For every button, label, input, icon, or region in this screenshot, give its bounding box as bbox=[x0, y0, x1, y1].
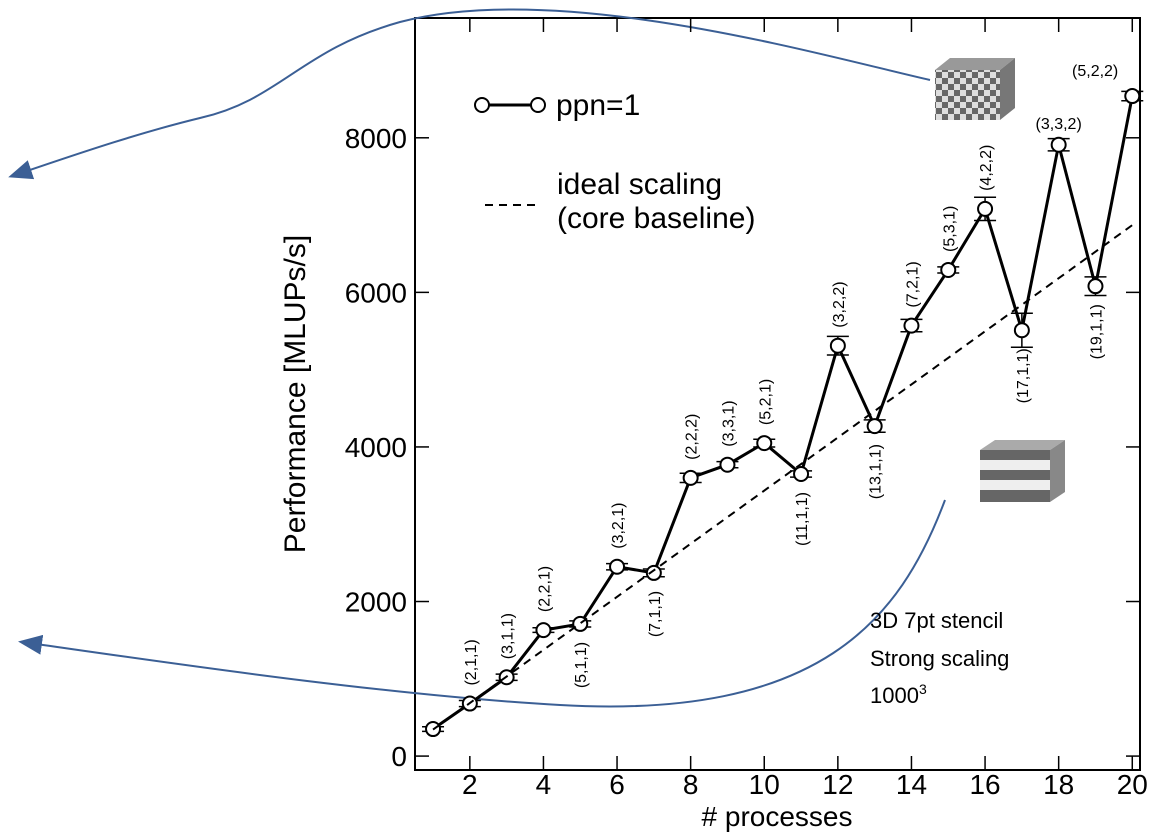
cube-layers bbox=[980, 440, 1065, 502]
data-point bbox=[977, 200, 994, 217]
x-tick-label: 6 bbox=[609, 769, 625, 800]
x-tick-label: 2 bbox=[462, 769, 478, 800]
ideal-line bbox=[432, 224, 1133, 731]
legend-label: (core baseline) bbox=[557, 202, 755, 235]
annotation-line: 10003 bbox=[870, 681, 927, 708]
data-point bbox=[866, 418, 883, 435]
annotation-superscript: 3 bbox=[919, 681, 927, 697]
annotation-line: 3D 7pt stencil bbox=[870, 608, 1003, 633]
annotation-text: 1000 bbox=[870, 683, 919, 708]
legend-marker bbox=[530, 97, 546, 113]
point-label: (11,1,1) bbox=[794, 492, 811, 546]
data-point bbox=[756, 435, 773, 452]
y-axis-label: Performance [MLUPs/s] bbox=[279, 235, 312, 553]
y-tick-label: 6000 bbox=[345, 277, 407, 308]
point-label: (3,2,2) bbox=[831, 281, 848, 327]
cube-checker bbox=[935, 58, 1015, 120]
data-point bbox=[609, 558, 626, 575]
point-label: (2,2,2) bbox=[684, 414, 701, 460]
data-point bbox=[1050, 136, 1067, 153]
point-label: (19,1,1) bbox=[1088, 304, 1105, 359]
point-label: (5,3,1) bbox=[941, 206, 958, 252]
arrow bbox=[18, 499, 946, 708]
point-label: (7,1,1) bbox=[647, 591, 664, 637]
data-point bbox=[1124, 88, 1141, 105]
point-label: (5,2,1) bbox=[757, 379, 774, 425]
data-point bbox=[719, 456, 736, 473]
point-label: (3,3,1) bbox=[720, 400, 737, 446]
data-point bbox=[903, 317, 920, 334]
data-point bbox=[535, 622, 552, 639]
point-label: (4,2,2) bbox=[978, 145, 995, 191]
y-tick-label: 0 bbox=[391, 741, 407, 772]
point-label: (17,1,1) bbox=[1015, 348, 1032, 403]
point-label: (13,1,1) bbox=[868, 444, 885, 499]
data-point bbox=[793, 465, 810, 482]
x-tick-label: 18 bbox=[1043, 769, 1074, 800]
point-label: (2,1,1) bbox=[463, 639, 480, 685]
arrow bbox=[8, 8, 931, 180]
point-label: (3,3,2) bbox=[1036, 116, 1082, 133]
data-point bbox=[1087, 278, 1104, 295]
x-tick-label: 8 bbox=[683, 769, 699, 800]
x-tick-label: 16 bbox=[969, 769, 1000, 800]
x-tick-label: 10 bbox=[749, 769, 780, 800]
point-label: (5,2,2) bbox=[1072, 63, 1118, 80]
x-axis-label: # processes bbox=[702, 801, 853, 832]
data-point bbox=[645, 564, 662, 581]
plot-frame bbox=[414, 17, 1141, 771]
legend-label: ideal scaling bbox=[557, 168, 722, 201]
x-tick-label: 14 bbox=[896, 769, 927, 800]
y-tick-label: 2000 bbox=[345, 587, 407, 618]
legend-label: ppn=1 bbox=[556, 89, 640, 122]
point-label: (2,2,1) bbox=[536, 566, 553, 612]
annotation-line: Strong scaling bbox=[870, 646, 1009, 671]
data-point bbox=[829, 337, 846, 354]
data-point bbox=[682, 469, 699, 486]
point-label: (3,1,1) bbox=[500, 613, 517, 659]
x-tick-label: 4 bbox=[536, 769, 552, 800]
x-tick-label: 12 bbox=[822, 769, 853, 800]
data-point bbox=[940, 261, 957, 278]
data-point bbox=[1013, 322, 1030, 339]
point-label: (5,1,1) bbox=[573, 642, 590, 688]
y-tick-label: 8000 bbox=[345, 123, 407, 154]
y-tick-label: 4000 bbox=[345, 432, 407, 463]
point-label: (3,2,1) bbox=[610, 502, 627, 548]
point-label: (7,2,1) bbox=[904, 261, 921, 307]
legend-marker bbox=[474, 97, 490, 113]
annotation: 3D 7pt stencil Strong scaling 10003 bbox=[870, 608, 1009, 708]
x-tick-label: 20 bbox=[1117, 769, 1148, 800]
